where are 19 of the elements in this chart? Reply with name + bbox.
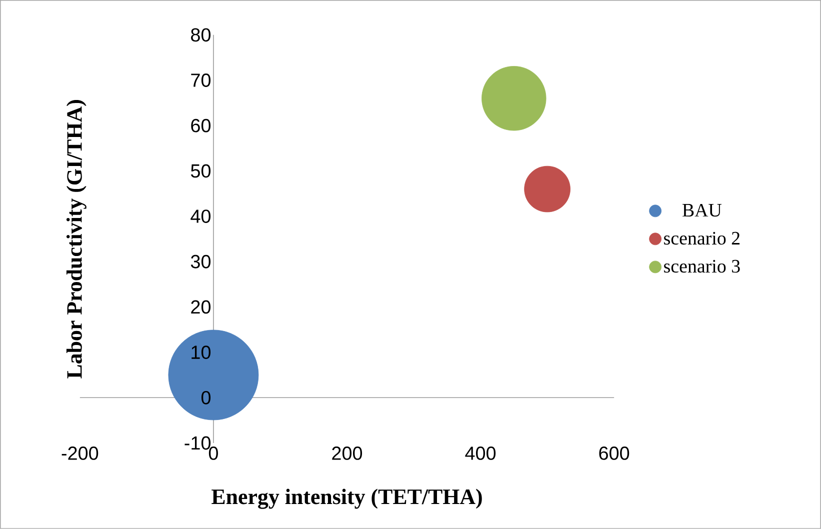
y-tick-label: 50 [190, 164, 211, 178]
y-tick-label: 20 [191, 300, 211, 314]
y-tick-label: 60 [191, 118, 211, 132]
x-tick-label: 400 [465, 446, 496, 460]
y-tick-label: 70 [191, 74, 211, 87]
legend-label: scenario 2 [664, 232, 740, 245]
x-tick-label: 200 [332, 446, 362, 460]
x-tick-label: 600 [599, 446, 630, 460]
y-tick-label: 80 [191, 28, 211, 42]
x-axis-title: Energy intensity (TET/THA) [212, 488, 482, 509]
y-tick-label: 30 [190, 254, 211, 268]
legend-label: scenario 3 [664, 260, 740, 273]
y-tick-label: 0 [201, 390, 211, 404]
y-axis-title: Labor Productivity (GI/THA) [66, 100, 86, 378]
y-tick-label: 10 [192, 346, 211, 360]
y-tick-label: -10 [184, 436, 211, 450]
x-tick-label: -200 [62, 446, 98, 460]
legend-label: BAU [682, 204, 722, 217]
y-tick-label: 40 [190, 210, 211, 224]
